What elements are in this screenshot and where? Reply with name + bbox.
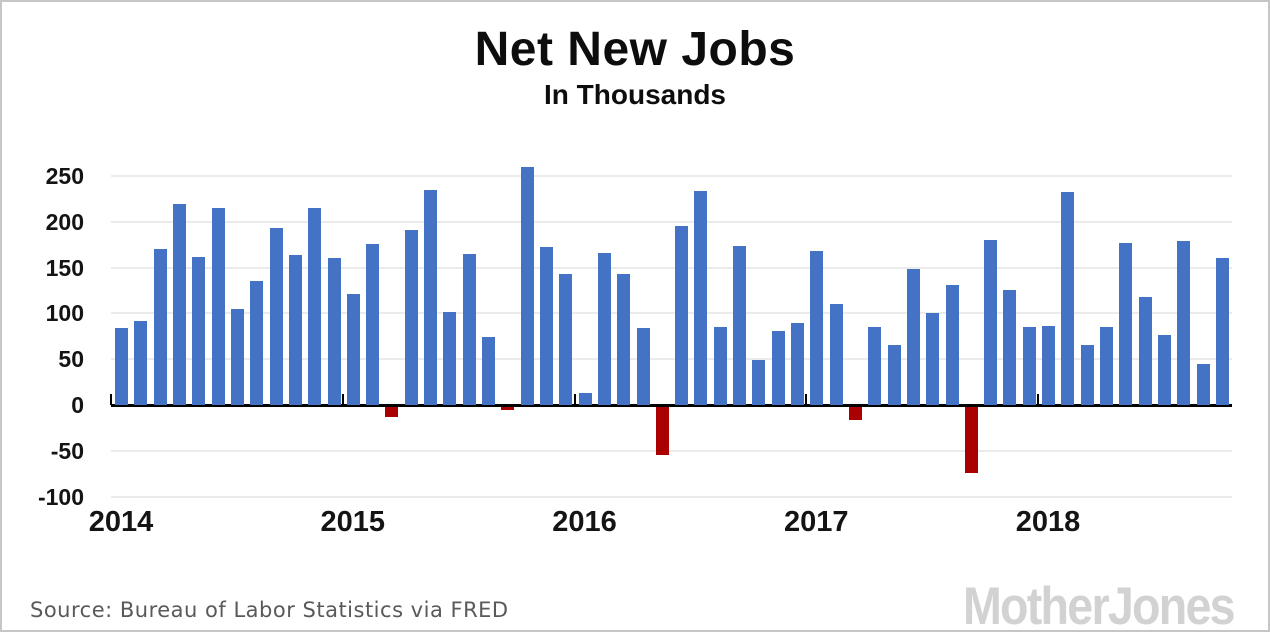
bar-2015-07: [462, 253, 476, 405]
bar-2016-02: [597, 252, 611, 405]
bar-2017-08: [945, 285, 959, 405]
y-tick-label-100: 100: [45, 300, 84, 327]
gridline-50: [111, 358, 1232, 361]
bar-2018-08: [1177, 241, 1191, 405]
bar-2016-06: [675, 226, 689, 405]
bar-2015-12: [559, 274, 573, 405]
bar-2017-09: [964, 406, 978, 474]
bar-2014-06: [211, 208, 225, 405]
bar-2016-05: [655, 406, 669, 456]
bar-2014-05: [192, 256, 206, 405]
bar-2018-06: [1138, 296, 1152, 405]
bar-2015-05: [424, 189, 438, 405]
y-tick-label-250: 250: [45, 163, 84, 189]
bar-2014-03: [153, 249, 167, 405]
gridline--50: [111, 449, 1232, 452]
bar-2017-11: [1003, 289, 1017, 405]
bar-2015-04: [404, 230, 418, 405]
bar-2016-10: [752, 360, 766, 405]
bar-2014-08: [250, 281, 264, 405]
bar-2016-03: [617, 274, 631, 405]
x-axis-tick-2018: [1037, 393, 1039, 405]
bar-2018-03: [1080, 344, 1094, 405]
bar-2017-10: [984, 240, 998, 405]
bar-2016-11: [771, 330, 785, 405]
bar-2014-01: [115, 328, 129, 405]
mother-jones-logo: MotherJones: [963, 577, 1236, 632]
bar-2017-12: [1022, 327, 1036, 405]
y-tick-label--100: -100: [37, 483, 84, 510]
bar-2017-01: [810, 251, 824, 405]
x-axis-label-2015: 2015: [320, 506, 385, 538]
bar-2018-05: [1119, 242, 1133, 405]
source-caption: Source: Bureau of Labor Statistics via F…: [30, 598, 509, 622]
bar-2015-02: [366, 243, 380, 405]
gridline-100: [111, 312, 1232, 315]
x-axis-tick-2015: [341, 393, 344, 405]
bar-2018-02: [1061, 191, 1075, 405]
x-axis-label-2014: 2014: [88, 506, 154, 538]
bar-2015-03: [385, 406, 399, 417]
bar-2016-07: [694, 190, 708, 405]
bar-2015-06: [443, 312, 457, 405]
bar-2017-07: [926, 313, 940, 405]
gridline-150: [111, 266, 1232, 269]
bar-2016-01: [578, 393, 592, 405]
bar-2014-02: [134, 320, 148, 405]
bar-2018-04: [1100, 327, 1114, 405]
bar-2015-11: [539, 246, 553, 405]
bar-2018-07: [1157, 335, 1171, 405]
x-axis-label-2018: 2018: [1015, 506, 1081, 538]
bar-2016-08: [713, 327, 727, 405]
bar-2017-02: [829, 304, 843, 405]
x-axis-label-2017: 2017: [783, 506, 849, 538]
x-axis-label-2016: 2016: [552, 506, 617, 538]
bar-2015-01: [346, 294, 360, 405]
bar-2015-10: [520, 166, 534, 405]
chart-subtitle: In Thousands: [544, 79, 726, 110]
gridline--100: [111, 495, 1232, 498]
bar-2016-04: [636, 328, 650, 405]
y-tick-label-0: 0: [71, 392, 84, 418]
x-axis-tick-2016: [573, 393, 576, 405]
y-tick-label-50: 50: [58, 346, 84, 373]
gridline-250: [111, 175, 1232, 177]
bar-2017-05: [887, 345, 901, 405]
bar-2018-01: [1042, 326, 1056, 405]
bar-2014-07: [230, 308, 244, 405]
bar-2015-09: [501, 406, 515, 411]
bar-2018-09: [1196, 363, 1210, 405]
bar-2014-10: [288, 254, 302, 405]
bar-2017-06: [906, 269, 920, 405]
bar-2016-09: [733, 245, 747, 405]
bar-2014-04: [173, 204, 187, 405]
y-tick-label--50: -50: [50, 437, 84, 464]
bar-2016-12: [791, 322, 805, 405]
y-tick-label-200: 200: [45, 208, 84, 235]
bar-2017-04: [868, 327, 882, 405]
gridline-200: [111, 220, 1232, 223]
y-tick-label-150: 150: [45, 254, 84, 281]
x-axis-zero-line: [111, 404, 1232, 407]
bar-2015-08: [482, 337, 496, 405]
bar-2017-03: [848, 406, 862, 421]
chart-title: Net New Jobs: [474, 23, 796, 76]
bar-2014-11: [308, 208, 322, 405]
bar-2018-10: [1215, 258, 1229, 405]
x-axis-tick-2014: [110, 393, 112, 405]
x-axis-tick-2017: [805, 393, 808, 405]
bar-2014-09: [269, 228, 283, 405]
bar-2014-12: [327, 257, 341, 405]
